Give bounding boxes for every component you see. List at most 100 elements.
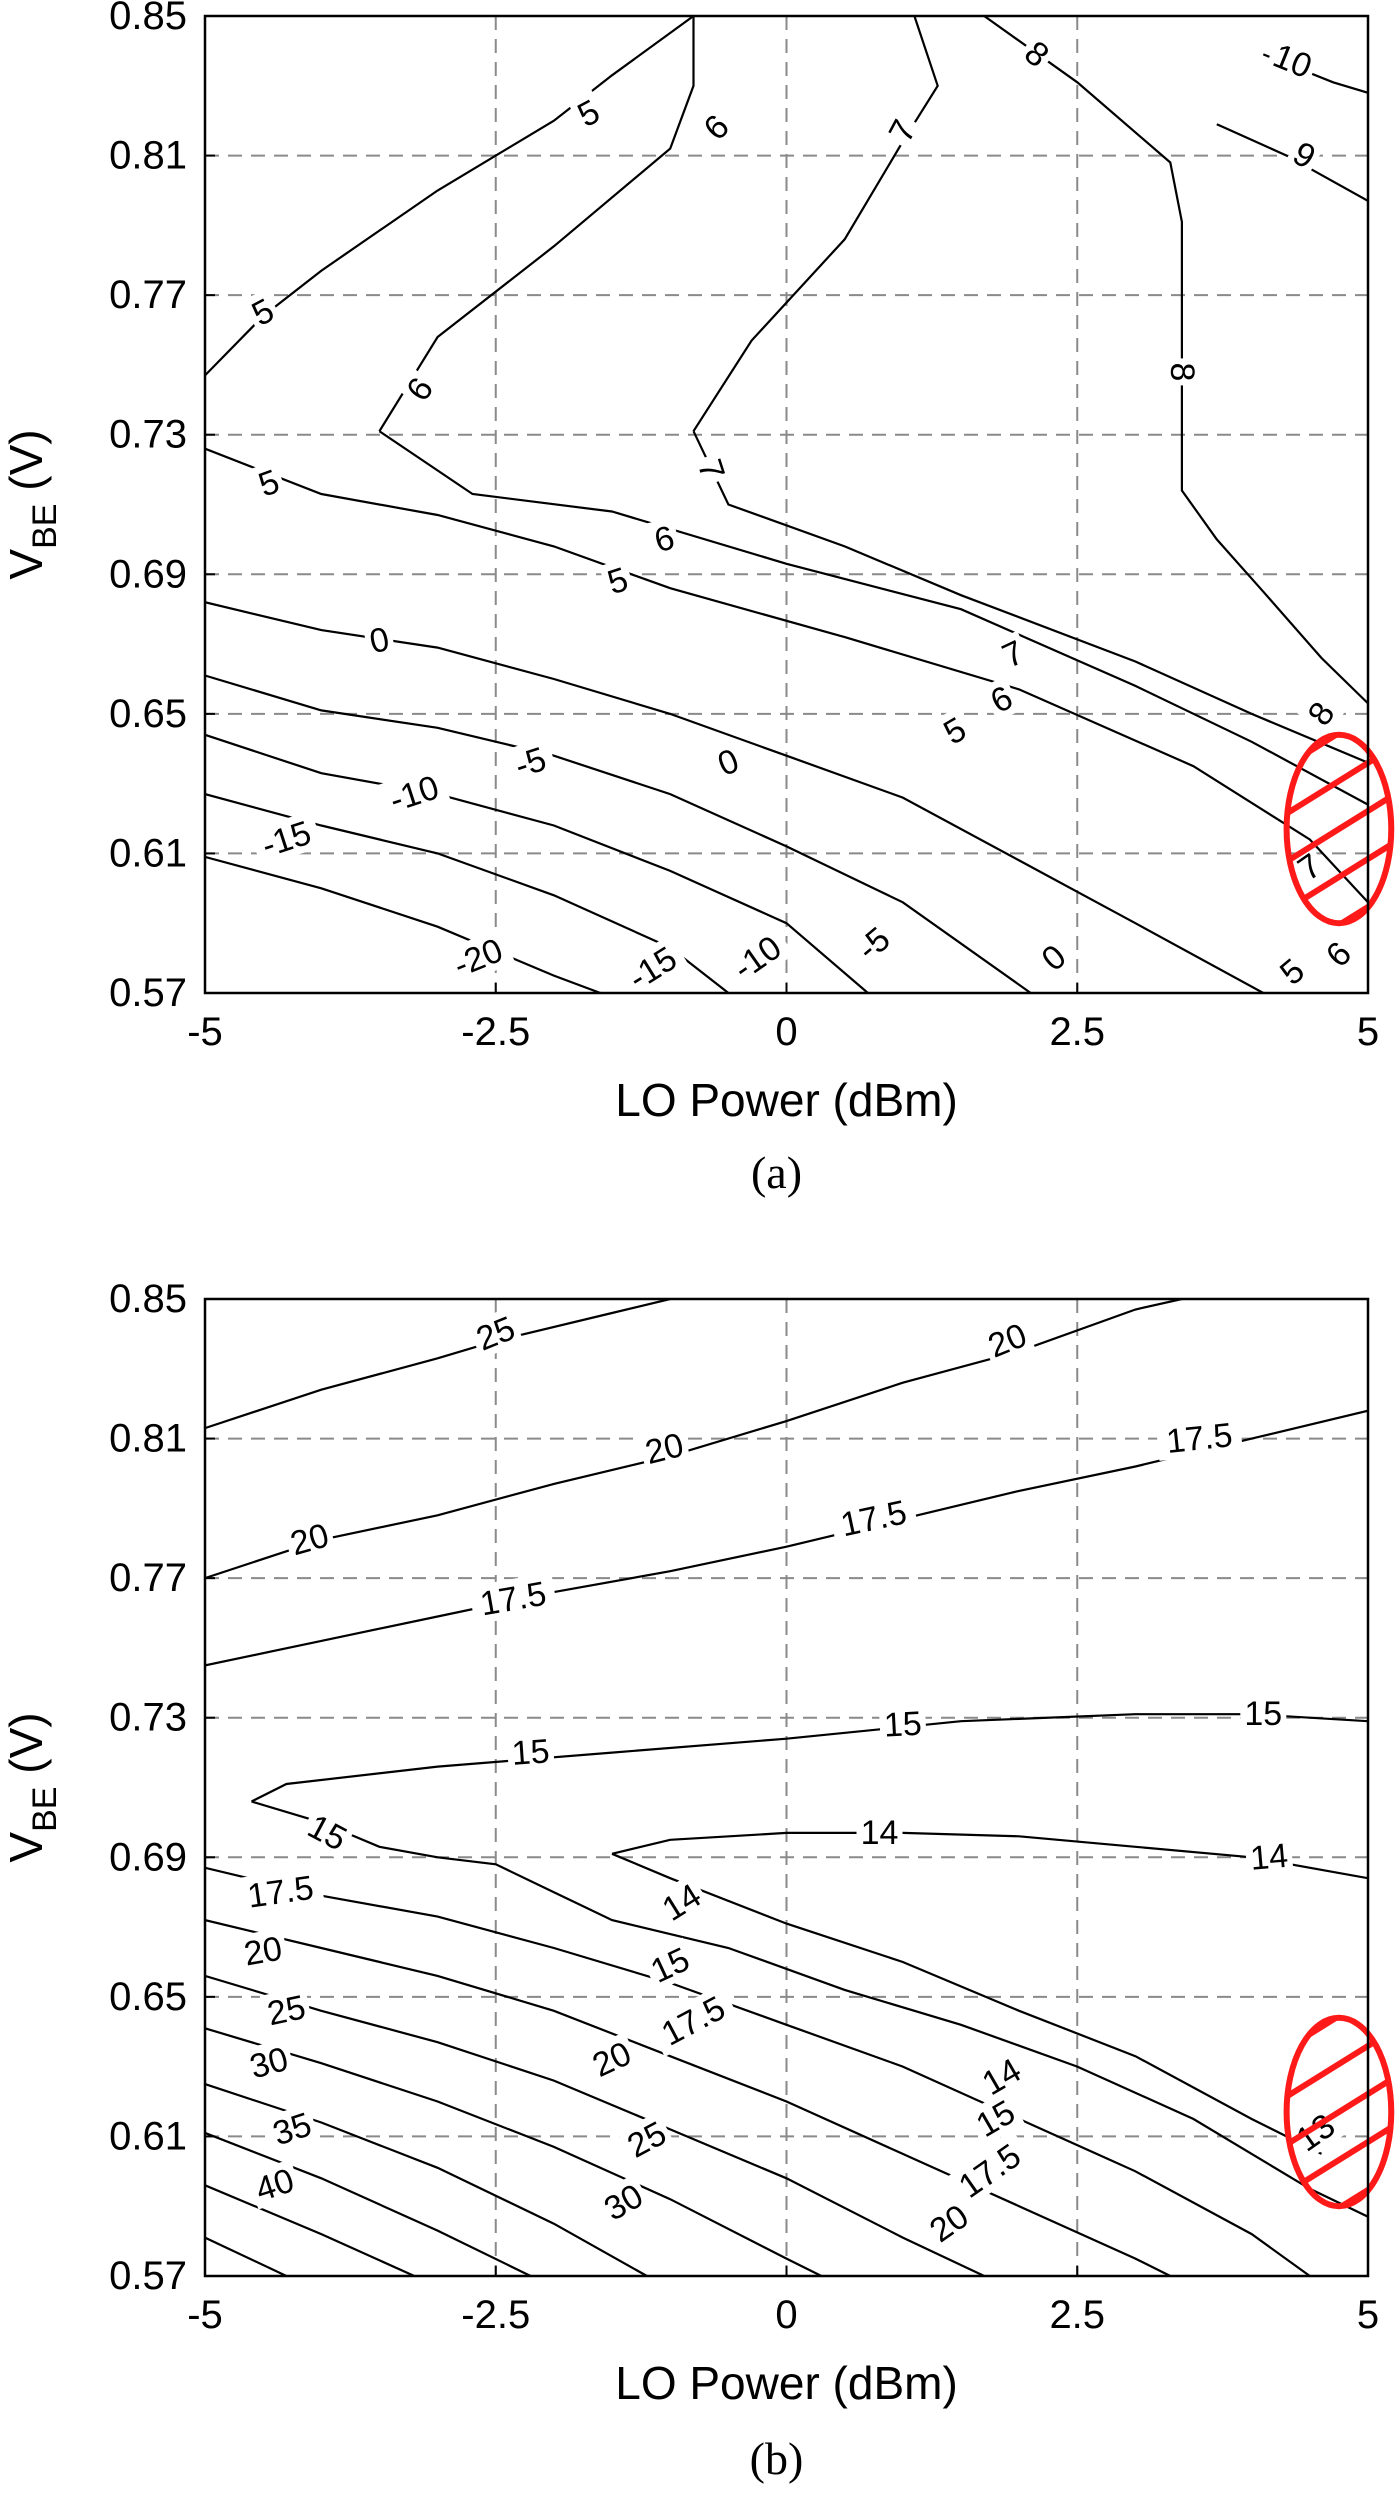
- panel-b-contour-label-bg: [978, 1313, 1036, 1367]
- panel-b-contour-label-text: 15: [510, 1732, 550, 1773]
- panel-a-contour-label-bg: [598, 558, 637, 603]
- panel-b-xtick-label: 5: [1357, 2293, 1379, 2337]
- panel-a-contour-label: 5: [249, 460, 288, 506]
- panel-b-contour-line: [205, 1974, 985, 2276]
- panel-a-contour-label: -10: [377, 765, 451, 822]
- panel-b-ytick-label: 0.85: [109, 1277, 187, 1321]
- panel-a-y-axis-title-sub: BE: [26, 504, 64, 549]
- panel-b-contour-label-bg: [617, 2111, 676, 2167]
- panel-b-contour-line: [205, 2131, 532, 2276]
- panel-a-contour-label: 5: [567, 89, 610, 136]
- panel-b-contour-label: 17.5: [1155, 1414, 1244, 1461]
- panel-b-contour-label: 15: [878, 1703, 927, 1745]
- panel-b-contour-label-bg: [1155, 1414, 1244, 1461]
- panel-a-contour-label-bg: [843, 913, 903, 973]
- panel-a-contour-line: [205, 733, 869, 993]
- panel-b-contour-line: [205, 2184, 415, 2276]
- panel-a-ytick-label: 0.81: [109, 134, 187, 178]
- panel-a-contour-label-bg: [1163, 358, 1202, 386]
- panel-b-contour-line: [205, 1299, 1183, 1580]
- panel-b-ytick-label: 0.61: [109, 2114, 187, 2158]
- panel-b-contour-label-text: 17.5: [477, 1575, 549, 1624]
- panel-a-contour-label-bg: [396, 366, 443, 411]
- panel-a-y-axis-title: VBE (V): [0, 429, 64, 579]
- panel-a-contour-label-bg: [1269, 948, 1315, 995]
- panel-a-xtick-label: 5: [1357, 1010, 1379, 1054]
- panel-b-contour-label-bg: [1244, 1835, 1294, 1878]
- panel-a-contour-label: 6: [396, 366, 443, 411]
- panel-b-contour-label-bg: [856, 1812, 903, 1851]
- panel-b-contour-line: [205, 1919, 1171, 2276]
- panel-b-y-axis-title-sub: BE: [26, 1787, 64, 1832]
- panel-b-ytick-label: 0.65: [109, 1975, 187, 2019]
- panel-a-contour-label: 8: [1163, 358, 1202, 386]
- panel-a-ticks: -5 -2.5 0 2.5 5 0.57 0.61 0.65 0.69 0.73 0.77 0.81 0…: [109, 0, 1379, 1054]
- panel-a-contour-label: 7: [689, 450, 735, 489]
- panel-b-contour-label-text: 17.5: [245, 1869, 316, 1916]
- panel-a-contour-label: 10: [1264, 34, 1322, 87]
- panel-b-contour-label: 14: [651, 1873, 711, 1931]
- panel-a-contour-label-bg: [377, 765, 451, 822]
- panel-a-contour-label-bg: [567, 89, 610, 136]
- panel-a-contour-line: [692, 16, 939, 432]
- panel-b-contour-label: 30: [241, 2037, 296, 2087]
- panel-b-contour-label: 14: [1244, 1835, 1294, 1878]
- panel-a-contour-line: [692, 430, 1368, 764]
- panel-b-xtick-label: -5: [187, 2293, 223, 2337]
- panel-b-contour-label-text: 15: [645, 1940, 695, 1990]
- panel-a-ytick-label: 0.73: [109, 413, 187, 457]
- panel-a-contour-label-bg: [878, 109, 926, 152]
- panel-a-contour-line: [1216, 123, 1368, 202]
- panel-b-y-axis-title: VBE (V): [0, 1712, 64, 1862]
- panel-a-contour-line: [378, 16, 695, 432]
- panel-b-contour-label: 17.5: [647, 1983, 740, 2057]
- panel-b-contour-label-bg: [637, 1424, 692, 1473]
- panel-b-contour-label-bg: [944, 2130, 1035, 2211]
- panel-a-contour-label: 9: [1283, 131, 1326, 178]
- panel-b-contour-label: 17.5: [468, 1572, 558, 1625]
- panel-a-contour-label: -10: [719, 923, 795, 992]
- panel-b-contour-label-bg: [264, 2103, 320, 2154]
- panel-b-contour-label-text: 17.5: [837, 1493, 910, 1544]
- panel-a-contour-label-bg: [1264, 34, 1322, 87]
- panel-a-contour-line: [378, 430, 1368, 806]
- panel-b-contour-line: [205, 2083, 648, 2276]
- panel-b-contour-label-bg: [466, 1306, 524, 1360]
- panel-a-y-axis-title-unit: (V): [0, 429, 52, 503]
- panel-b-contour-label-bg: [593, 2173, 653, 2230]
- panel-a-ytick-label: 0.69: [109, 552, 187, 596]
- panel-b-xtick-label: 2.5: [1049, 2293, 1105, 2337]
- panel-b-contour-line: [251, 1800, 1368, 2218]
- panel-b-contour-label-bg: [236, 1866, 325, 1916]
- panel-b-y-axis-title-unit: (V): [0, 1712, 52, 1786]
- panel-a-ytick-label: 0.77: [109, 273, 187, 317]
- panel-a-contour-line: [205, 855, 601, 993]
- panel-a-ytick-label: 0.85: [109, 0, 187, 38]
- panel-b-contour-label-bg: [828, 1490, 919, 1546]
- panel-a-ytick-label: 0.65: [109, 692, 187, 736]
- panel-b-contour-line: [611, 1831, 1368, 1880]
- panel-b-contour-label-bg: [259, 1986, 313, 2034]
- panel-b-caption: (b): [750, 2433, 804, 2484]
- panel-b-contour-label: 20: [282, 1514, 337, 1564]
- panel-b-contour-label: 15: [1240, 1694, 1287, 1733]
- panel-a-grid: [205, 16, 1368, 993]
- panel-a-contour-label: -20: [440, 927, 516, 987]
- panel-b-contour-label: 20: [582, 2031, 641, 2086]
- panel-b-contour-label: 25: [466, 1306, 524, 1360]
- panel-a-contour-label: 6: [980, 675, 1023, 723]
- panel-b-contour-label-text: 20: [641, 1426, 687, 1472]
- panel-b-contour-label-bg: [506, 1731, 555, 1773]
- panel-a-xtick-label: 0: [775, 1010, 797, 1054]
- panel-a-highlight-ellipse: [1283, 731, 1395, 927]
- panel-b-contour-label: 15: [298, 1804, 357, 1860]
- panel-a-contour-label: 0: [1030, 934, 1076, 981]
- panel-a-contour-label: 6: [693, 104, 739, 150]
- panel-b-contour-label-text: 14: [861, 1814, 899, 1852]
- panel-b-contour-label-bg: [965, 2090, 1025, 2147]
- panel-b-contour-label: 14: [856, 1812, 903, 1852]
